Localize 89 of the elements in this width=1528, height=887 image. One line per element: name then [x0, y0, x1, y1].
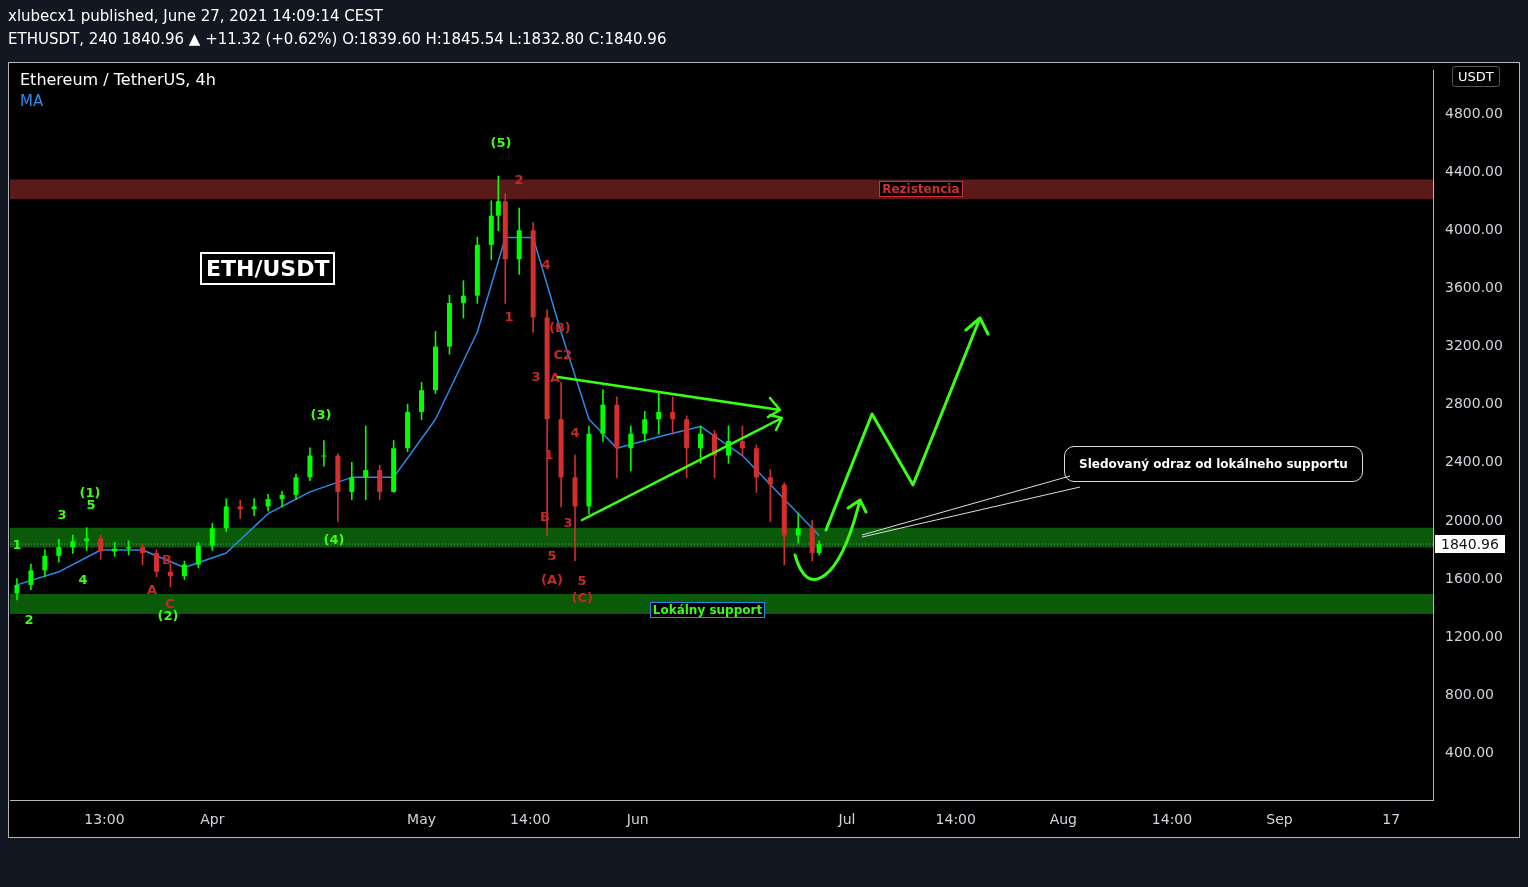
annotation: 5: [86, 497, 96, 512]
annotation: 2: [24, 612, 34, 627]
chart-title: xlubecx1 published, June 27, 2021 14:09:14 CEST: [8, 7, 383, 25]
x-tick-label: 14:00: [510, 811, 551, 828]
y-tick-label: 3200.00: [1445, 337, 1503, 354]
candlestick: [279, 491, 285, 508]
candlestick: [84, 527, 90, 551]
y-tick-label: 1600.00: [1445, 569, 1503, 586]
candlestick: [167, 563, 173, 588]
x-tick-label: 13:00: [84, 811, 125, 828]
band-label: Rezistencia: [879, 181, 963, 198]
x-tick-label: 17: [1382, 811, 1401, 828]
candlestick: [767, 469, 773, 522]
annotation: (5): [490, 135, 512, 150]
annotation: 2: [514, 172, 524, 187]
candlestick: [293, 473, 299, 500]
candlestick: [698, 425, 704, 464]
y-tick-label: 4000.00: [1445, 220, 1503, 237]
x-tick-label: Aug: [1049, 811, 1077, 828]
candlestick: [349, 462, 355, 500]
candlestick: [209, 523, 215, 551]
annotation: 3: [57, 507, 67, 522]
y-tick-label: 4800.00: [1445, 104, 1503, 121]
candlestick: [153, 549, 159, 577]
annotation: 3: [563, 515, 573, 530]
candlestick: [642, 411, 648, 442]
candlestick: [251, 498, 257, 516]
ref-line-label: 1840.96: [1435, 535, 1505, 554]
candlestick: [223, 498, 229, 532]
annotation: Sledovaný odraz od lokálneho supportu: [1064, 446, 1363, 482]
chart-subtitle: ETHUSDT, 240 1840.96 ▲ +11.32 (+0.62%) O:1839.60 H:1845.54 L:1832.80 C:1840.96: [8, 30, 667, 48]
candlestick: [237, 499, 243, 519]
band-label: Lokálny support: [649, 602, 766, 618]
annotation: (2): [157, 608, 179, 623]
annotation: 1: [504, 309, 514, 324]
annotation: A: [550, 370, 561, 385]
candlestick: [795, 512, 801, 544]
y-tick-label: 2000.00: [1445, 511, 1503, 528]
candlestick: [195, 541, 201, 569]
y-tick-label: 3600.00: [1445, 279, 1503, 296]
annotation: 5: [547, 548, 557, 563]
x-tick-label: 14:00: [935, 811, 976, 828]
annotation: 4: [78, 572, 88, 587]
x-tick-label: Apr: [200, 811, 225, 828]
text: MA: [20, 92, 44, 110]
annotation: A: [147, 582, 158, 597]
annotation: (A): [541, 572, 563, 587]
y-axis-title: USDT: [1452, 66, 1500, 87]
candlestick: [307, 447, 313, 482]
x-tick-label: 14:00: [1151, 811, 1193, 828]
candlestick: [14, 578, 20, 601]
x-tick-label: Sep: [1266, 811, 1293, 828]
candlestick: [56, 539, 62, 563]
candlestick: [140, 543, 146, 566]
x-tick-label: May: [407, 811, 437, 828]
candlestick: [42, 549, 48, 577]
candlestick: [98, 534, 104, 560]
annotation: (1): [79, 485, 101, 500]
x-tick-label: Jul: [837, 811, 856, 828]
y-tick-label: 2800.00: [1445, 395, 1503, 412]
annotation: (C): [571, 590, 593, 605]
candlestick: [377, 464, 383, 500]
annotation: ETH/USDT: [200, 252, 336, 285]
candlestick: [419, 382, 425, 421]
candlestick: [670, 396, 676, 435]
candlestick: [739, 425, 745, 457]
candlestick: [28, 563, 34, 591]
candlestick: [628, 425, 634, 471]
y-tick-label: 2400.00: [1445, 453, 1503, 470]
annotation: 3: [531, 369, 541, 384]
y-tick-label: 800.00: [1445, 686, 1494, 702]
x-tick-label: Jun: [625, 811, 649, 828]
candlestick: [460, 280, 466, 319]
annotation: (3): [310, 407, 332, 422]
candlestick: [70, 534, 76, 554]
annotation: (4): [323, 532, 345, 547]
candlestick: [495, 175, 501, 232]
candlestick: [321, 440, 327, 467]
y-tick-label: 4400.00: [1445, 162, 1503, 179]
annotation: Ethereum / TetherUS, 4h: [20, 70, 216, 89]
annotation: C: [165, 596, 175, 611]
candlestick: [656, 392, 662, 435]
y-tick-label: 1200.00: [1445, 627, 1503, 644]
y-tick-label: 400.00: [1445, 744, 1494, 761]
annotation: 4: [570, 425, 580, 440]
annotation: 1: [12, 537, 22, 552]
annotation: 4: [541, 257, 551, 272]
annotation: 5: [577, 573, 587, 588]
candlestick: [363, 425, 369, 500]
